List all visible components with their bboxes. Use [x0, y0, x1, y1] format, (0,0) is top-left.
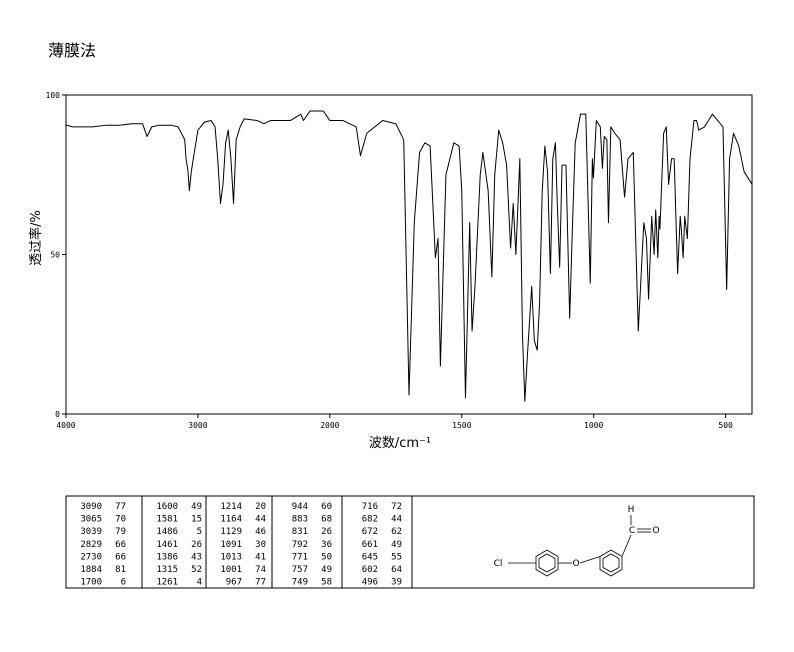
peak-transmittance: 60 — [321, 502, 332, 512]
peak-wavenumber: 1700 — [80, 578, 102, 588]
peak-wavenumber: 944 — [292, 502, 308, 512]
peak-wavenumber: 1013 — [220, 552, 242, 562]
peak-wavenumber: 1261 — [156, 578, 178, 588]
peak-wavenumber: 749 — [292, 578, 308, 588]
peak-wavenumber: 602 — [362, 565, 378, 575]
peak-transmittance: 5 — [197, 527, 202, 537]
peak-wavenumber: 2730 — [80, 552, 102, 562]
peak-wavenumber: 771 — [292, 552, 308, 562]
peak-transmittance: 43 — [191, 552, 202, 562]
spectrum-line — [65, 110, 753, 402]
peak-wavenumber: 967 — [226, 578, 242, 588]
peak-transmittance: 52 — [191, 565, 202, 575]
peak-transmittance: 74 — [255, 565, 266, 575]
peak-wavenumber: 3090 — [80, 502, 102, 512]
peak-wavenumber: 661 — [362, 540, 378, 550]
peak-wavenumber: 1091 — [220, 540, 242, 550]
peak-wavenumber: 1129 — [220, 527, 242, 537]
peak-wavenumber: 3065 — [80, 515, 102, 525]
y-tick-label: 0 — [55, 410, 60, 419]
peak-transmittance: 68 — [321, 515, 332, 525]
peak-wavenumber: 792 — [292, 540, 308, 550]
x-tick-label: 500 — [718, 421, 733, 430]
peak-wavenumber: 682 — [362, 515, 378, 525]
y-tick-label: 50 — [50, 251, 60, 260]
peak-wavenumber: 645 — [362, 552, 378, 562]
peak-transmittance: 20 — [255, 502, 266, 512]
peak-transmittance: 44 — [391, 515, 402, 525]
peak-transmittance: 6 — [121, 578, 126, 588]
x-tick-label: 2000 — [320, 421, 339, 430]
peak-transmittance: 26 — [191, 540, 202, 550]
table-frame — [65, 495, 755, 589]
peak-wavenumber: 1486 — [156, 527, 178, 537]
structure-bonds — [508, 515, 651, 577]
peak-wavenumber: 672 — [362, 527, 378, 537]
peak-transmittance: 70 — [115, 515, 126, 525]
x-axis-label: 波数/cm⁻¹ — [369, 436, 431, 451]
x-tick-label: 1000 — [584, 421, 603, 430]
peak-wavenumber: 3039 — [80, 527, 102, 537]
peak-transmittance: 41 — [255, 552, 266, 562]
peak-transmittance: 58 — [321, 578, 332, 588]
chart-title: 薄膜法 — [48, 41, 96, 60]
peak-transmittance: 46 — [255, 527, 266, 537]
x-tick-label: 3000 — [188, 421, 207, 430]
peak-transmittance: 36 — [321, 540, 332, 550]
peak-transmittance: 72 — [391, 502, 402, 512]
atom-label: C — [629, 526, 635, 536]
peak-wavenumber: 1386 — [156, 552, 178, 562]
x-tick-label: 4000 — [56, 421, 75, 430]
peak-transmittance: 30 — [255, 540, 266, 550]
peak-wavenumber: 831 — [292, 527, 308, 537]
peak-wavenumber: 1884 — [80, 565, 102, 575]
peak-transmittance: 39 — [391, 578, 402, 588]
peak-transmittance: 77 — [115, 502, 126, 512]
peak-transmittance: 77 — [255, 578, 266, 588]
peak-wavenumber: 883 — [292, 515, 308, 525]
y-tick-label: 100 — [46, 91, 61, 100]
peak-transmittance: 79 — [115, 527, 126, 537]
peak-wavenumber: 1001 — [220, 565, 242, 575]
peak-wavenumber: 757 — [292, 565, 308, 575]
atom-label: H — [628, 505, 635, 515]
peak-transmittance: 50 — [321, 552, 332, 562]
peak-transmittance: 64 — [391, 565, 402, 575]
peak-wavenumber: 1461 — [156, 540, 178, 550]
peak-transmittance: 49 — [191, 502, 202, 512]
peak-wavenumber: 1600 — [156, 502, 178, 512]
peak-transmittance: 15 — [191, 515, 202, 525]
peak-transmittance: 55 — [391, 552, 402, 562]
peak-transmittance: 4 — [197, 578, 202, 588]
peak-wavenumber: 2829 — [80, 540, 102, 550]
peak-wavenumber: 716 — [362, 502, 378, 512]
peak-transmittance: 26 — [321, 527, 332, 537]
peak-transmittance: 66 — [115, 552, 126, 562]
plot-frame — [65, 94, 753, 415]
peak-transmittance: 49 — [321, 565, 332, 575]
peak-wavenumber: 1164 — [220, 515, 242, 525]
peak-wavenumber: 1315 — [156, 565, 178, 575]
atom-label: O — [652, 526, 659, 536]
peak-wavenumber: 1214 — [220, 502, 242, 512]
x-tick-label: 1500 — [452, 421, 471, 430]
peak-wavenumber: 496 — [362, 578, 378, 588]
peak-wavenumber: 1581 — [156, 515, 178, 525]
y-axis-label: 透过率/% — [28, 210, 44, 266]
peak-transmittance: 66 — [115, 540, 126, 550]
peak-transmittance: 44 — [255, 515, 266, 525]
atom-label: Cl — [494, 559, 503, 569]
atom-label: O — [572, 559, 579, 569]
peak-transmittance: 62 — [391, 527, 402, 537]
peak-transmittance: 81 — [115, 565, 126, 575]
table-dividers — [141, 496, 413, 588]
peak-transmittance: 49 — [391, 540, 402, 550]
